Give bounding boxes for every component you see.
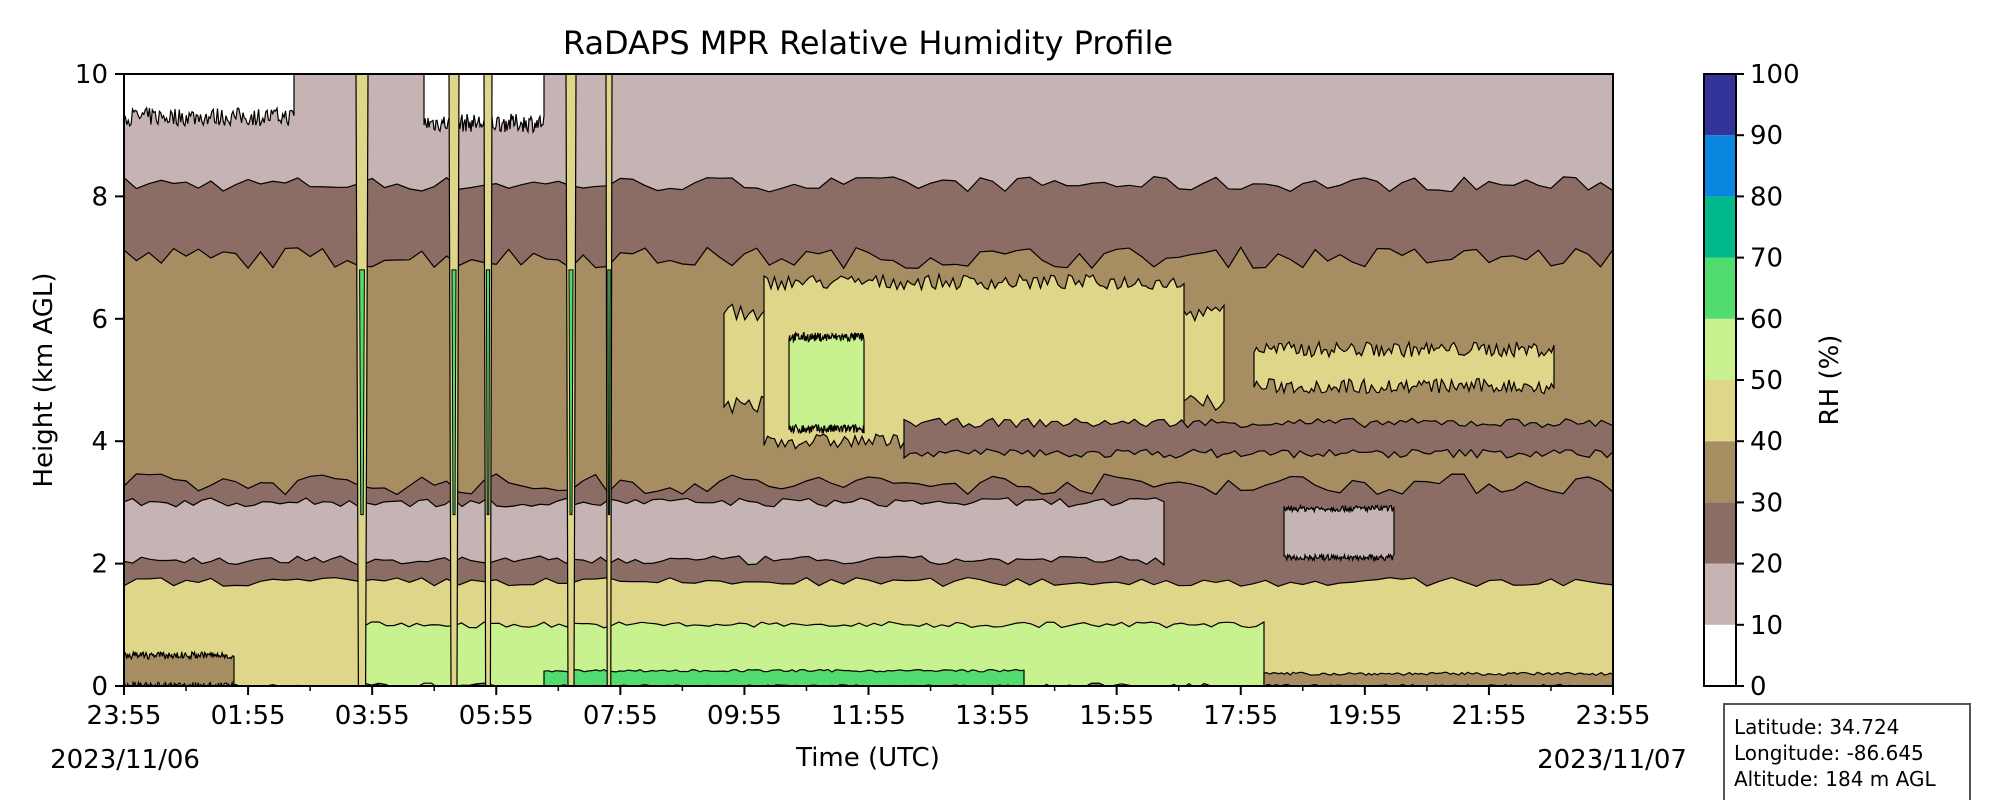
contour-band-low-dry (1283, 503, 1395, 563)
station-latitude: Latitude: 34.724 (1734, 715, 1899, 739)
colorbar-swatch (1704, 318, 1736, 380)
colorbar-tick-label: 40 (1750, 427, 1783, 457)
colorbar-swatch (1704, 257, 1736, 319)
y-tick-label: 6 (91, 305, 108, 335)
contour-bands (124, 74, 1613, 686)
colorbar-tick-label: 0 (1750, 672, 1767, 702)
contour-column-core (568, 269, 574, 516)
station-altitude: Altitude: 184 m AGL (1734, 767, 1936, 791)
colorbar-swatch (1704, 74, 1736, 136)
colorbar-tick-label: 60 (1750, 305, 1783, 335)
x-tick-label: 05:55 (459, 701, 534, 731)
colorbar-tick-label: 90 (1750, 121, 1783, 151)
x-tick-label: 15:55 (1079, 701, 1154, 731)
y-tick-label: 4 (91, 427, 108, 457)
contour-plot-area (123, 73, 1614, 687)
colorbar-swatch (1704, 135, 1736, 197)
colorbar-swatch (1704, 441, 1736, 503)
start-date-label: 2023/11/06 (50, 745, 200, 775)
contour-column-core (359, 269, 365, 516)
y-axis: 0 2 4 6 8 10 (75, 60, 124, 702)
x-tick-label: 21:55 (1451, 701, 1526, 731)
contour-band-low-dry (124, 497, 1165, 567)
station-info-box: Latitude: 34.724 Longitude: -86.645 Alti… (1723, 703, 1971, 804)
x-axis: 23:55 01:55 03:55 05:55 07:55 09:55 11:55 13:55… (87, 686, 1651, 731)
x-tick-label: 07:55 (583, 701, 658, 731)
station-longitude: Longitude: -86.645 (1734, 741, 1924, 765)
x-axis-label: Time (UTC) (795, 743, 940, 773)
contour-band-mid-yellow (1253, 340, 1555, 395)
contour-band-upper-dry (124, 74, 1613, 193)
contour-band-mid-green (788, 330, 865, 435)
contour-band-boundary-green (363, 620, 1265, 686)
colorbar-swatch (1704, 380, 1736, 442)
colorbar-tick-label: 100 (1750, 60, 1800, 90)
x-tick-label: 17:55 (1203, 701, 1278, 731)
x-tick-label: 09:55 (707, 701, 782, 731)
colorbar-tick-label: 80 (1750, 182, 1783, 212)
contour-column-core (451, 269, 457, 516)
contour-band-top-white (124, 74, 295, 128)
contour-column-core (485, 269, 491, 516)
x-tick-label: 19:55 (1327, 701, 1402, 731)
y-axis-label: Height (km AGL) (29, 272, 59, 487)
contour-band-surface-moist (543, 668, 1025, 686)
colorbar-swatch (1704, 624, 1736, 686)
end-date-label: 2023/11/07 (1537, 745, 1687, 775)
colorbar: 0 10 20 30 40 50 60 70 80 90 100 (1703, 60, 1800, 702)
x-tick-label: 01:55 (211, 701, 286, 731)
x-tick-label: 23:55 (1576, 701, 1651, 731)
colorbar-label: RH (%) (1815, 335, 1845, 426)
colorbar-swatch (1704, 563, 1736, 625)
chart-title: RaDAPS MPR Relative Humidity Profile (563, 24, 1173, 62)
station-info-frame (1723, 703, 1971, 804)
x-tick-label: 03:55 (335, 701, 410, 731)
y-tick-label: 8 (91, 182, 108, 212)
colorbar-swatch (1704, 502, 1736, 564)
colorbar-tick-label: 50 (1750, 366, 1783, 396)
colorbar-tick-label: 30 (1750, 488, 1783, 518)
colorbar-tick-label: 10 (1750, 611, 1783, 641)
contour-band-mid-brown (903, 417, 1613, 460)
colorbar-tick-label: 70 (1750, 244, 1783, 274)
contour-column-core (607, 269, 611, 516)
colorbar-tick-label: 20 (1750, 550, 1783, 580)
x-tick-label: 11:55 (831, 701, 906, 731)
x-tick-label: 13:55 (955, 701, 1030, 731)
y-tick-label: 2 (91, 550, 108, 580)
contour-band-surface-tan (124, 650, 235, 686)
colorbar-swatch (1704, 196, 1736, 258)
y-tick-label: 10 (75, 60, 108, 90)
x-tick-label: 23:55 (87, 701, 162, 731)
y-tick-label: 0 (91, 672, 108, 702)
